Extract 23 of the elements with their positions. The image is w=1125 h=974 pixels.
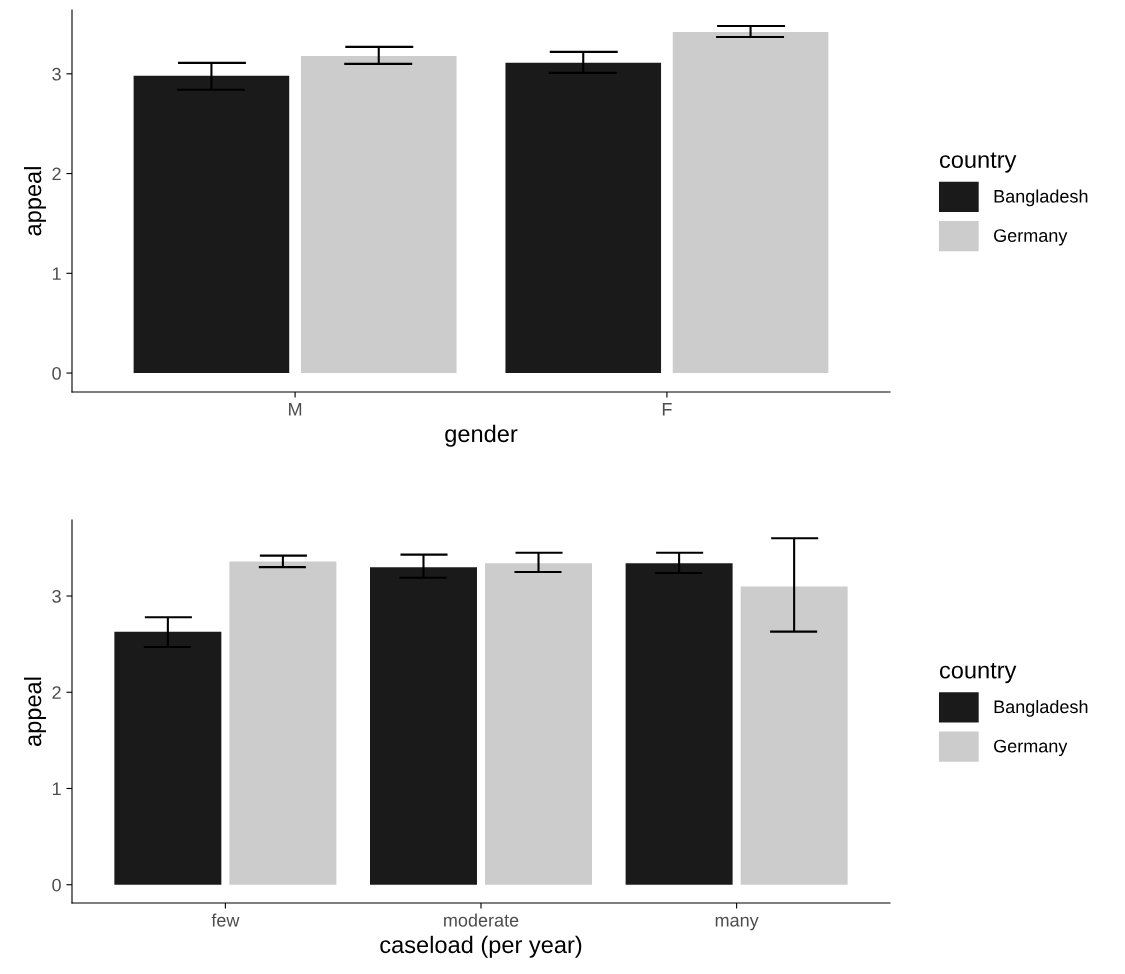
x-tick-label: few: [211, 913, 240, 927]
y-tick-label: 0: [52, 366, 61, 380]
legend-label: Germany: [994, 229, 1068, 246]
legend-title: country: [939, 152, 1017, 173]
y-tick-label: 2: [52, 167, 61, 181]
y-tick-label: 3: [52, 589, 61, 603]
x-tick-label: F: [662, 403, 672, 416]
x-axis-title: caseload (per year): [380, 935, 582, 958]
x-axis-title: gender: [445, 424, 518, 447]
legend-title: country: [939, 663, 1017, 684]
y-axis-title: appeal: [23, 167, 46, 236]
y-tick-label: 0: [52, 878, 61, 892]
y-tick-label: 3: [52, 67, 61, 81]
x-tick-label: moderate: [444, 913, 519, 927]
y-tick-label: 1: [52, 267, 61, 280]
x-tick-label: many: [715, 916, 759, 931]
legend-label: Germany: [994, 739, 1068, 757]
x-tick-label: M: [289, 403, 302, 416]
y-tick-label: 1: [52, 782, 61, 796]
y-tick-label: 2: [52, 686, 61, 699]
legend-label: Bangladesh: [994, 189, 1088, 207]
legend-label: Bangladesh: [994, 699, 1088, 717]
y-axis-title: appeal: [23, 677, 46, 746]
